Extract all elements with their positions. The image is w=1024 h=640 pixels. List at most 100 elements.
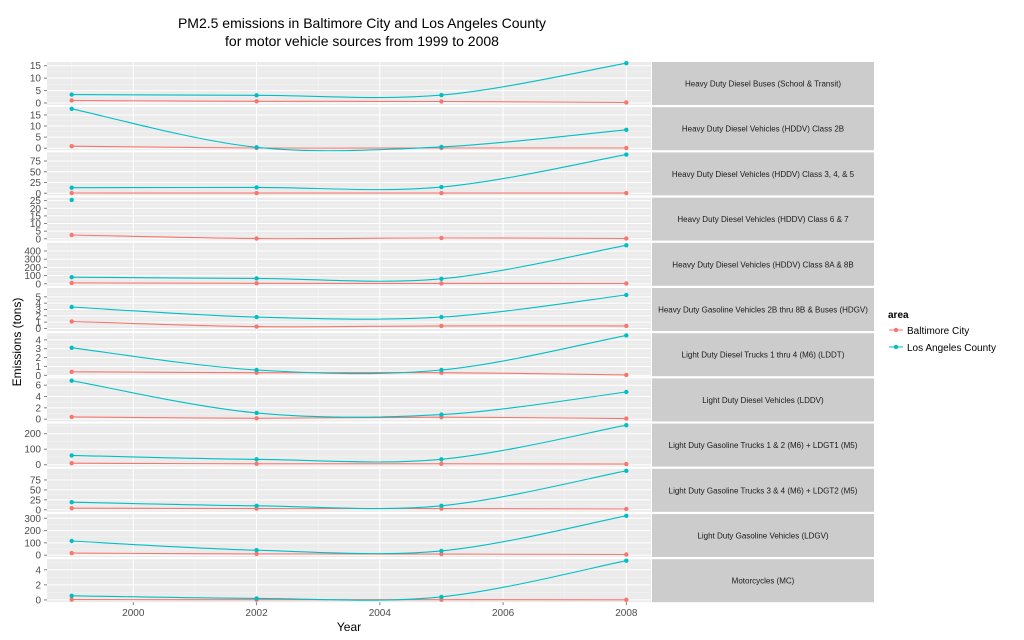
- series-line-baltimore: [71, 282, 627, 285]
- facet-strip-label: Heavy Duty Diesel Vehicles (HDDV) Class …: [682, 125, 844, 134]
- y-tick-label: 5: [35, 86, 41, 97]
- series-line-la: [71, 62, 627, 99]
- facet-strip-label: Light Duty Gasoline Trucks 3 & 4 (M6) + …: [669, 486, 858, 495]
- series-line-la: [71, 294, 627, 320]
- facet-strip-label: Heavy Duty Diesel Vehicles (HDDV) Class …: [677, 215, 849, 224]
- data-point-baltimore: [69, 280, 74, 286]
- y-tick-label: 5: [35, 292, 41, 303]
- legend-key-la-point: [893, 344, 899, 350]
- data-point-baltimore: [254, 461, 259, 466]
- y-tick-label: 300: [24, 514, 41, 525]
- x-tick-label: 2002: [245, 608, 268, 619]
- data-point-baltimore: [624, 100, 629, 105]
- y-tick-label: 2: [35, 580, 41, 591]
- y-tick-label: 0: [35, 460, 41, 471]
- data-point-la: [69, 500, 74, 505]
- x-axis: 2000 2002 2004 2006 2008: [122, 602, 638, 619]
- series-line-la: [71, 154, 627, 191]
- data-point-la: [439, 314, 444, 320]
- y-tick-label: 100: [24, 445, 41, 456]
- panel-background: [47, 107, 651, 151]
- data-point-baltimore: [69, 461, 74, 466]
- data-point-la: [69, 197, 74, 203]
- data-point-la: [254, 145, 259, 150]
- data-point-baltimore: [69, 369, 74, 374]
- y-tick-label: 15: [30, 211, 42, 222]
- y-tick-label: 20: [30, 204, 42, 215]
- panel-background: [47, 559, 651, 603]
- data-point-la: [254, 367, 259, 373]
- facet-panel: 0 510 15 Heavy Duty Diesel Buses (School & …: [30, 61, 874, 110]
- facet-strip: [652, 288, 874, 331]
- series-line-la: [71, 470, 627, 510]
- panel-background: [47, 423, 651, 467]
- facet-strip-label: Light Duty Gasoline Vehicles (LDGV): [697, 532, 829, 541]
- data-point-la: [624, 127, 629, 132]
- data-point-baltimore: [439, 461, 444, 466]
- y-tick-label: 25: [30, 196, 42, 207]
- data-point-la: [624, 333, 629, 338]
- data-point-baltimore: [69, 506, 74, 511]
- data-point-baltimore: [254, 281, 259, 286]
- data-point-baltimore: [624, 323, 629, 329]
- y-tick-label: 0: [35, 415, 41, 426]
- data-point-la: [69, 538, 74, 544]
- data-point-la: [439, 412, 444, 417]
- data-point-la: [254, 185, 259, 190]
- data-point-la: [439, 144, 444, 150]
- series-line-baltimore: [71, 234, 627, 240]
- facet-strip: [652, 152, 874, 196]
- data-point-baltimore: [69, 597, 74, 602]
- y-tick-label: 2: [35, 403, 41, 414]
- y-tick-label: 3: [35, 305, 41, 316]
- y-tick-label: 0: [35, 324, 41, 335]
- data-point-baltimore: [69, 190, 74, 196]
- data-point-baltimore: [439, 551, 444, 557]
- data-point-la: [624, 468, 629, 473]
- data-point-la: [254, 410, 259, 416]
- facet-strip: [652, 468, 874, 512]
- data-point-la: [624, 152, 629, 157]
- data-point-la: [254, 276, 259, 281]
- y-tick-label: 0: [35, 189, 41, 200]
- y-tick-label: 10: [30, 74, 42, 85]
- data-point-la: [439, 548, 444, 554]
- data-point-la: [624, 61, 629, 66]
- data-point-baltimore: [69, 144, 74, 149]
- series-line-la: [71, 515, 627, 555]
- data-point-la: [439, 367, 444, 373]
- panel-background: [47, 242, 651, 286]
- data-point-baltimore: [69, 232, 74, 238]
- y-tick-label: 0: [35, 371, 41, 382]
- series-line-baltimore: [71, 145, 627, 149]
- y-tick-label: 4: [35, 565, 41, 576]
- chart-subtitle: for motor vehicle sources from 1999 to 2…: [225, 33, 499, 49]
- data-point-baltimore: [624, 372, 629, 378]
- data-point-la: [69, 92, 74, 97]
- series-line-baltimore: [71, 320, 627, 328]
- data-point-baltimore: [624, 552, 629, 557]
- data-point-la: [69, 453, 74, 458]
- facet-panel: 0 2 4 Motorcycles (MC): [35, 558, 874, 606]
- y-tick-label: 1: [35, 362, 41, 373]
- facet-strip-label: Light Duty Diesel Trucks 1 thru 4 (M6) (…: [682, 351, 845, 360]
- y-tick-label: 10: [30, 122, 42, 133]
- facet-strip-label: Light Duty Diesel Vehicles (LDDV): [702, 396, 824, 405]
- legend: area Baltimore City Los Angeles County: [888, 310, 996, 354]
- data-point-baltimore: [624, 145, 629, 151]
- facet-strip-label: Heavy Duty Diesel Vehicles (HDDV) Class …: [672, 260, 853, 269]
- y-tick-label: 75: [30, 157, 42, 168]
- data-point-la: [69, 275, 74, 280]
- chart-title: PM2.5 emissions in Baltimore City and Lo…: [178, 15, 546, 31]
- y-tick-label: 5: [35, 227, 41, 238]
- data-point-baltimore: [624, 236, 629, 241]
- data-point-la: [624, 423, 629, 428]
- data-point-baltimore: [254, 190, 259, 196]
